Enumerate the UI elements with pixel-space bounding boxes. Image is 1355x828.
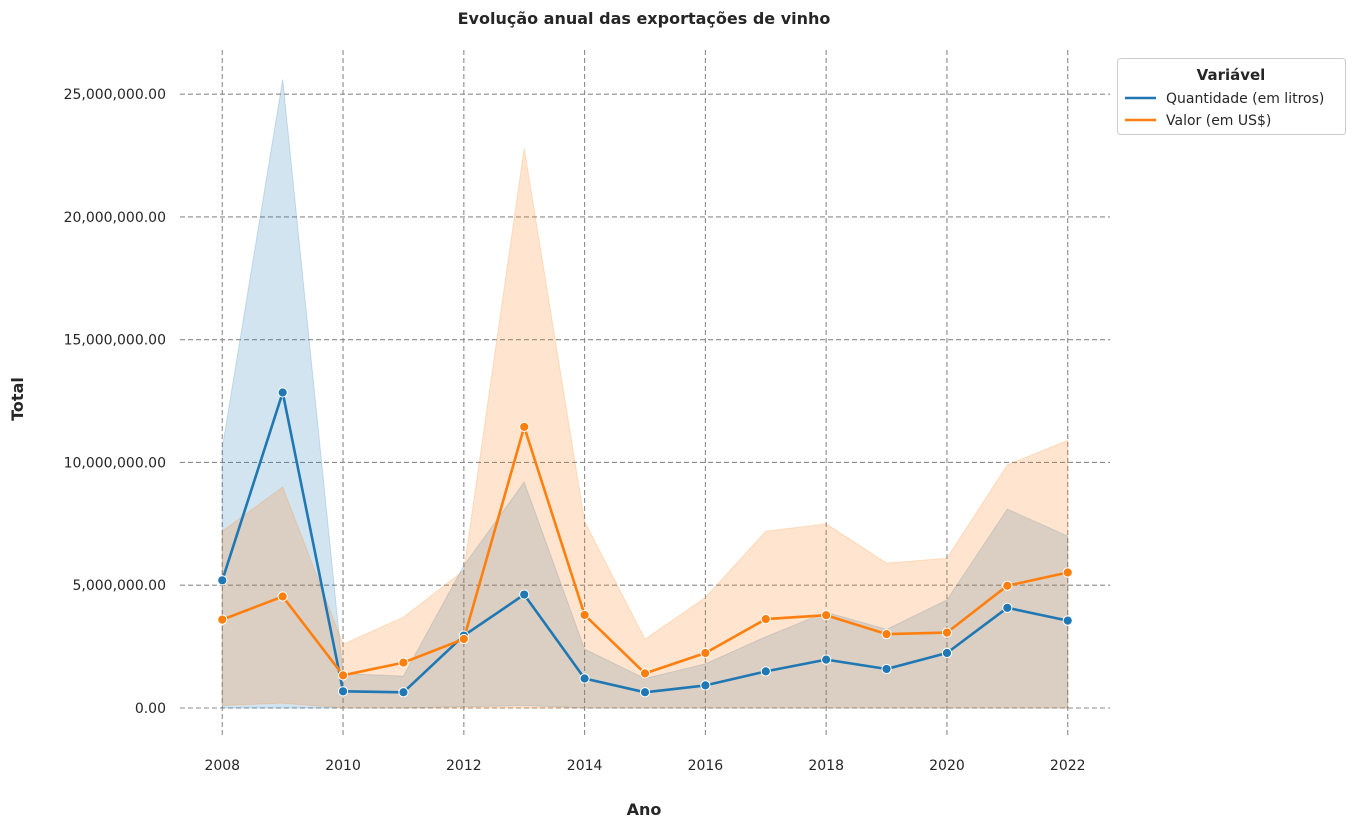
data-point-valor-2020 xyxy=(941,627,953,638)
y-tick-label-0: 0.00 xyxy=(135,701,166,717)
x-axis-ticks: 2008 2010 2012 2014 2016 2018 2020 2022 xyxy=(204,758,1085,774)
data-point-quantidade-2013 xyxy=(519,589,530,600)
x-tick-label-2012: 2012 xyxy=(446,758,482,774)
data-point-quantidade-2010 xyxy=(337,686,349,697)
data-point-valor-2016 xyxy=(700,647,711,659)
data-point-quantidade-2018 xyxy=(821,654,832,665)
x-tick-label-2010: 2010 xyxy=(325,758,361,774)
x-tick-label-2022: 2022 xyxy=(1050,758,1086,774)
data-point-valor-2015 xyxy=(639,668,651,679)
data-point-valor-2011 xyxy=(398,657,409,668)
data-point-quantidade-2008 xyxy=(217,575,228,586)
data-point-valor-2012 xyxy=(458,633,469,645)
data-point-quantidade-2015 xyxy=(639,687,651,698)
ci-band-valor xyxy=(221,148,1069,709)
ci-band-quantidade xyxy=(221,79,1069,709)
legend: Variável Quantidade (em litros) Valor (e… xyxy=(1117,58,1346,135)
y-axis-ticks: 0.00 5,000,000.00 10,000,000.00 15,000,000.… xyxy=(64,87,166,717)
data-point-valor-2019 xyxy=(881,628,892,640)
legend-label-valor: Valor (em US$) xyxy=(1166,113,1271,129)
data-point-quantidade-2016 xyxy=(700,680,711,691)
x-tick-label-2008: 2008 xyxy=(204,758,240,774)
data-point-valor-2022 xyxy=(1062,567,1073,578)
x-axis-label: Ano xyxy=(627,800,662,819)
data-point-valor-2014 xyxy=(579,609,590,621)
data-point-quantidade-2021 xyxy=(1002,602,1013,613)
chart-title: Evolução anual das exportações de vinho xyxy=(458,9,831,28)
y-axis-label: Total xyxy=(8,377,27,421)
data-point-quantidade-2022 xyxy=(1062,615,1073,626)
data-point-quantidade-2009 xyxy=(277,387,288,398)
legend-title: Variável xyxy=(1197,66,1266,84)
data-point-quantidade-2011 xyxy=(398,687,409,698)
confidence-bands xyxy=(221,79,1069,709)
legend-frame xyxy=(1117,58,1346,135)
y-tick-label-2: 10,000,000.00 xyxy=(64,455,166,471)
data-point-valor-2021 xyxy=(1002,580,1013,591)
data-point-valor-2008 xyxy=(217,614,228,625)
y-tick-label-1: 5,000,000.00 xyxy=(72,578,166,594)
y-tick-label-4: 20,000,000.00 xyxy=(64,210,166,226)
x-tick-label-2016: 2016 xyxy=(688,758,724,774)
x-tick-label-2020: 2020 xyxy=(929,758,965,774)
data-point-valor-2010 xyxy=(337,670,349,681)
y-tick-label-3: 15,000,000.00 xyxy=(64,333,166,349)
data-point-quantidade-2020 xyxy=(941,647,953,659)
data-point-valor-2017 xyxy=(760,614,771,625)
data-point-quantidade-2017 xyxy=(760,666,771,677)
series-points xyxy=(217,387,1073,698)
data-point-quantidade-2014 xyxy=(579,673,590,684)
legend-label-quantidade: Quantidade (em litros) xyxy=(1166,91,1324,107)
data-point-valor-2009 xyxy=(277,591,288,602)
data-point-valor-2013 xyxy=(519,421,530,432)
x-tick-label-2018: 2018 xyxy=(808,758,844,774)
x-tick-label-2014: 2014 xyxy=(567,758,603,774)
data-point-quantidade-2019 xyxy=(881,663,892,675)
y-tick-label-5: 25,000,000.00 xyxy=(64,87,166,103)
data-point-valor-2018 xyxy=(821,610,832,621)
